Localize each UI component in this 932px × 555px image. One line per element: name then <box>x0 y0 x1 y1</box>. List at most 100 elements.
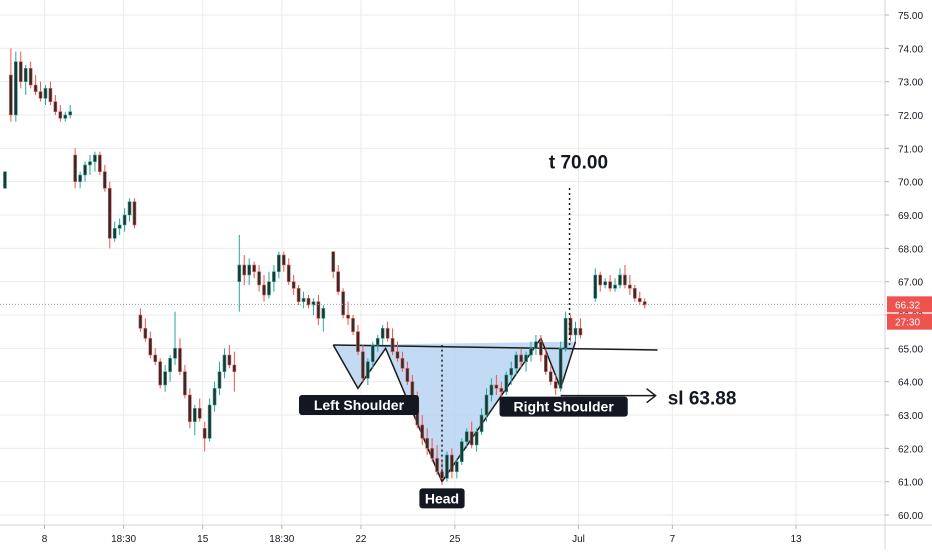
price-tick-label: 75.00 <box>898 11 923 22</box>
candle-body <box>158 361 162 386</box>
candle <box>183 365 187 399</box>
candle-body <box>88 161 92 166</box>
candle <box>445 451 449 482</box>
candle <box>3 171 7 189</box>
candle-body <box>252 264 256 272</box>
candle-body <box>628 284 632 289</box>
candle <box>9 48 13 122</box>
head-label-bg <box>419 488 465 509</box>
candle-body <box>9 74 13 116</box>
candle-body <box>613 284 617 289</box>
candle <box>107 181 112 249</box>
candle <box>222 348 227 379</box>
candle-body <box>286 264 291 282</box>
candle <box>548 365 553 385</box>
candle-body <box>316 301 321 319</box>
time-tick-label: 13 <box>790 534 802 545</box>
candle-body <box>346 314 350 319</box>
candle-body <box>107 188 112 239</box>
candle <box>247 258 251 285</box>
candle-body <box>217 371 222 389</box>
candle <box>321 305 326 332</box>
candle <box>529 341 533 362</box>
candle-body <box>341 291 345 316</box>
candle-body <box>474 431 479 446</box>
candle <box>262 275 266 302</box>
candle-body <box>519 354 523 362</box>
candle <box>173 311 177 365</box>
candle <box>400 351 405 372</box>
candle-body <box>400 358 405 369</box>
candle <box>494 375 499 395</box>
candle <box>267 271 271 299</box>
candle <box>474 428 479 452</box>
left-shoulder-label: Left Shoulder <box>314 397 405 413</box>
candle <box>63 111 68 122</box>
countdown-badge <box>887 313 932 330</box>
candle-body <box>43 88 48 99</box>
candle <box>311 298 316 315</box>
candle <box>613 278 617 292</box>
candle <box>425 428 429 455</box>
candle <box>132 198 137 229</box>
candle <box>459 438 464 465</box>
candle <box>489 378 494 402</box>
candle <box>58 105 63 122</box>
candle-body <box>445 454 449 479</box>
candle-body <box>385 328 390 339</box>
price-tick-label: 61.00 <box>898 478 923 489</box>
candle-body <box>192 408 197 422</box>
candle <box>83 161 87 182</box>
candle-body <box>48 88 53 102</box>
left-shoulder-label-bg <box>298 395 419 415</box>
candle-body <box>178 348 182 372</box>
candle-body <box>469 431 474 446</box>
candle-body <box>642 301 647 306</box>
candle-body <box>281 254 286 266</box>
candle <box>450 448 454 479</box>
stop-loss-label: sl 63.88 <box>668 388 737 409</box>
candle-body <box>370 344 375 362</box>
candle-body <box>509 368 514 376</box>
candle <box>405 361 410 385</box>
candle-body <box>593 274 598 299</box>
candle-body <box>207 404 212 439</box>
candle <box>178 338 182 375</box>
candle-body <box>237 264 242 282</box>
time-tick-label: 8 <box>42 534 48 545</box>
price-tick-label: 69.00 <box>898 211 923 222</box>
candle-body <box>484 394 489 416</box>
candle-body <box>499 388 504 392</box>
candle-body <box>78 174 82 182</box>
candle <box>48 81 53 105</box>
candle <box>608 275 612 292</box>
candle <box>593 268 598 302</box>
candle-body <box>242 264 247 276</box>
candle-body <box>143 328 148 339</box>
right-shoulder-label-bg <box>499 396 628 417</box>
candle <box>479 408 484 435</box>
candle <box>148 331 153 359</box>
candle-body <box>459 441 464 462</box>
candle <box>28 61 33 89</box>
candle-body <box>212 388 217 406</box>
candle <box>573 321 578 342</box>
candle-body <box>608 281 612 289</box>
current-price-badge <box>887 296 932 313</box>
candle <box>306 295 311 309</box>
candle <box>628 275 632 295</box>
candle <box>202 421 207 452</box>
candle-body <box>618 274 622 286</box>
candle-body <box>272 271 276 282</box>
candle <box>73 148 77 189</box>
countdown-label: 27:30 <box>895 318 920 329</box>
time-tick-label: 18:30 <box>269 534 294 545</box>
time-tick-label: 7 <box>670 534 676 545</box>
head-label: Head <box>425 490 459 506</box>
candle <box>509 361 514 385</box>
candle-body <box>188 394 192 422</box>
candle <box>370 341 375 369</box>
